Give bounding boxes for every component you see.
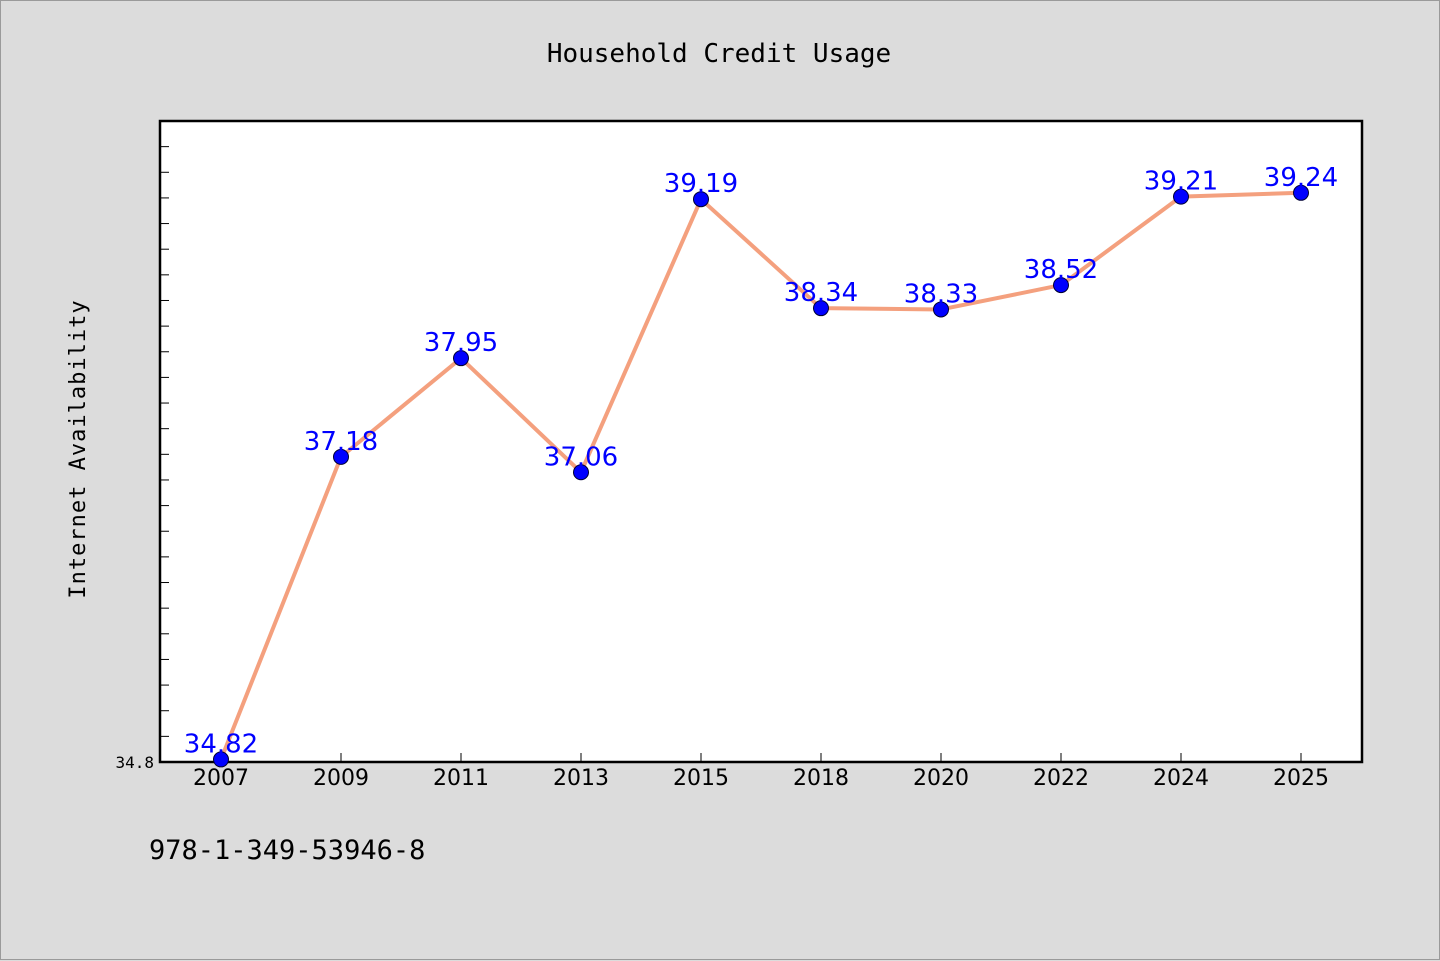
chart-title: Household Credit Usage [547, 39, 891, 69]
data-label: 39.21 [1144, 167, 1218, 197]
data-label: 38.33 [904, 279, 978, 309]
x-tick-label: 2025 [1273, 766, 1329, 791]
data-label: 34.82 [184, 729, 258, 759]
x-tick-label: 2009 [313, 766, 369, 791]
data-label: 39.19 [664, 169, 738, 199]
data-point [573, 464, 589, 481]
data-point [933, 301, 949, 318]
data-point [1053, 277, 1069, 294]
data-label: 39.24 [1264, 163, 1338, 193]
x-axis-ticks: 2007 2009 2011 2013 2015 2018 2020 2022 2024 2025 [193, 753, 1329, 791]
data-point [213, 751, 229, 768]
data-label: 38.34 [784, 278, 858, 308]
data-label: 37.18 [304, 427, 378, 457]
footnote-isbn: 978-1-349-53946-8 [149, 835, 426, 866]
data-point [813, 300, 829, 317]
data-label: 38.52 [1024, 255, 1098, 285]
series-line-group: 34.82 37.18 37.95 37.06 39.19 38.34 38.33 38.52… [184, 163, 1338, 768]
x-tick-label: 2015 [673, 766, 729, 791]
data-point [1293, 184, 1309, 201]
data-point [333, 448, 349, 465]
y-tick-label: 34.8 [115, 753, 154, 772]
series-line [219, 190, 1302, 761]
x-tick-label: 2018 [793, 766, 849, 791]
data-label: 37.06 [544, 442, 618, 472]
x-tick-label: 2007 [193, 766, 249, 791]
y-axis-label: Internet Availability [66, 299, 91, 598]
data-point [1173, 188, 1189, 205]
data-point [693, 191, 709, 208]
x-tick-label: 2013 [553, 766, 609, 791]
x-tick-label: 2024 [1153, 766, 1209, 791]
x-tick-label: 2022 [1033, 766, 1089, 791]
data-label: 37.95 [424, 328, 498, 358]
data-point [453, 350, 469, 367]
x-tick-label: 2020 [913, 766, 969, 791]
y-axis-minor-ticks [160, 146, 169, 763]
x-tick-label: 2011 [433, 766, 489, 791]
